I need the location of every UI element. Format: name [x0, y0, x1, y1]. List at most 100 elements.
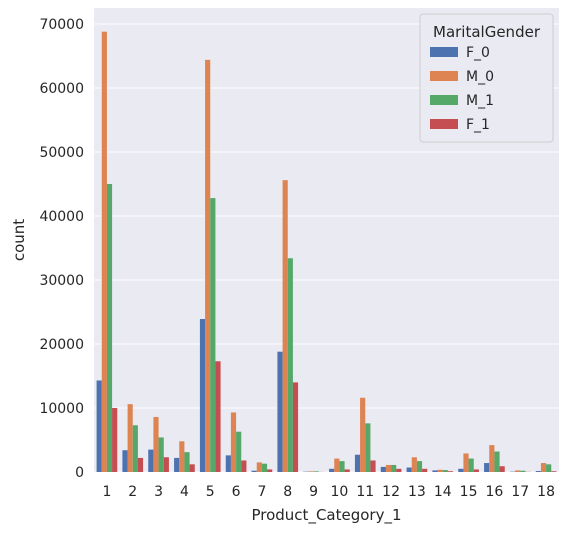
bar-F_0-15 — [458, 469, 463, 472]
legend-swatch-M_0 — [430, 71, 458, 81]
bar-M_0-9 — [308, 471, 313, 472]
x-tick-label: 2 — [128, 484, 137, 500]
bar-F_0-7 — [252, 471, 257, 472]
bar-F_0-4 — [174, 458, 179, 472]
bar-F_1-8 — [293, 382, 298, 472]
x-tick-label: 1 — [102, 484, 111, 500]
x-tick-label: 5 — [206, 484, 215, 500]
bar-F_0-13 — [407, 468, 412, 472]
bar-M_0-10 — [334, 459, 339, 472]
legend-swatch-F_1 — [430, 119, 458, 129]
bar-F_0-3 — [148, 450, 153, 472]
y-tick-label: 0 — [75, 465, 84, 481]
bar-F_1-3 — [164, 457, 169, 472]
x-tick-label: 6 — [232, 484, 241, 500]
bar-M_1-14 — [443, 470, 448, 472]
x-tick-label: 3 — [154, 484, 163, 500]
x-tick-label: 15 — [460, 484, 478, 500]
x-axis-label: Product_Category_1 — [251, 506, 401, 525]
bar-F_1-6 — [241, 460, 246, 472]
bar-M_1-5 — [210, 198, 215, 472]
bar-F_1-16 — [500, 466, 505, 472]
bar-M_1-6 — [236, 432, 241, 472]
legend-label-M_1: M_1 — [466, 93, 494, 109]
bar-F_1-15 — [474, 469, 479, 472]
y-axis-label: count — [10, 219, 28, 261]
bar-M_1-12 — [391, 465, 396, 472]
x-tick-label: 9 — [309, 484, 318, 500]
legend: MaritalGender F_0 M_0 M_1 F_1 — [420, 14, 553, 142]
bar-M_0-15 — [463, 453, 468, 472]
bar-F_0-14 — [432, 470, 437, 472]
x-tick-label: 16 — [486, 484, 504, 500]
bar-M_1-9 — [314, 471, 319, 472]
bar-M_1-18 — [546, 464, 551, 472]
bar-M_0-2 — [128, 404, 133, 472]
bar-M_0-5 — [205, 60, 210, 472]
bar-M_0-14 — [438, 470, 443, 472]
legend-label-F_1: F_1 — [466, 117, 490, 133]
y-tick-labels: 0 10000 20000 30000 40000 50000 60000 70000 — [39, 17, 84, 481]
bar-M_0-11 — [360, 398, 365, 472]
bar-F_0-8 — [277, 352, 282, 472]
bar-F_1-5 — [215, 361, 220, 472]
bar-F_0-10 — [329, 469, 334, 472]
y-tick-label: 60000 — [39, 81, 84, 97]
bar-M_1-16 — [494, 452, 499, 472]
bar-M_1-4 — [184, 452, 189, 472]
x-tick-label: 10 — [331, 484, 349, 500]
x-tick-labels: 1 2 3 4 5 6 7 8 9 10 11 12 13 14 15 16 17 18 — [102, 484, 555, 500]
bar-M_0-13 — [412, 457, 417, 472]
x-tick-label: 4 — [180, 484, 189, 500]
bar-F_1-2 — [138, 458, 143, 472]
bar-M_0-4 — [179, 441, 184, 472]
legend-swatch-F_0 — [430, 47, 458, 57]
bar-M_1-13 — [417, 461, 422, 472]
bar-F_1-1 — [112, 408, 117, 472]
bar-M_0-12 — [386, 465, 391, 472]
bar-M_1-15 — [469, 459, 474, 472]
x-tick-label: 12 — [382, 484, 400, 500]
legend-title: MaritalGender — [433, 23, 541, 41]
bar-F_1-4 — [190, 464, 195, 472]
bar-F_0-11 — [355, 455, 360, 472]
y-tick-label: 20000 — [39, 337, 84, 353]
bar-M_0-8 — [283, 180, 288, 472]
legend-label-F_0: F_0 — [466, 45, 490, 61]
bar-F_0-5 — [200, 319, 205, 472]
bar-M_1-8 — [288, 258, 293, 472]
bar-M_1-7 — [262, 464, 267, 472]
bar-M_1-1 — [107, 184, 112, 472]
y-tick-label: 40000 — [39, 209, 84, 225]
bar-M_0-17 — [515, 470, 520, 472]
x-tick-label: 18 — [537, 484, 555, 500]
bar-M_0-6 — [231, 412, 236, 472]
bar-F_1-14 — [448, 471, 453, 472]
bar-M_0-3 — [153, 417, 158, 472]
bar-F_0-16 — [484, 463, 489, 472]
x-tick-label: 11 — [356, 484, 374, 500]
bar-F_1-10 — [345, 469, 350, 472]
y-tick-label: 10000 — [39, 401, 84, 417]
bar-M_1-10 — [339, 461, 344, 472]
x-tick-label: 17 — [511, 484, 529, 500]
bar-F_0-6 — [226, 455, 231, 472]
bar-F_1-7 — [267, 469, 272, 472]
y-tick-label: 70000 — [39, 17, 84, 33]
bar-M_1-11 — [365, 423, 370, 472]
bar-M_1-2 — [133, 425, 138, 472]
x-tick-label: 8 — [283, 484, 292, 500]
bar-F_1-11 — [370, 460, 375, 472]
bar-F_0-18 — [536, 471, 541, 472]
y-tick-label: 50000 — [39, 145, 84, 161]
legend-label-M_0: M_0 — [466, 69, 494, 85]
bar-F_1-12 — [396, 469, 401, 472]
bar-M_0-7 — [257, 462, 262, 472]
legend-swatch-M_1 — [430, 95, 458, 105]
bar-F_0-1 — [97, 380, 102, 472]
x-tick-label: 14 — [434, 484, 452, 500]
x-tick-label: 7 — [257, 484, 266, 500]
bar-M_0-18 — [541, 463, 546, 472]
bar-F_1-13 — [422, 469, 427, 472]
